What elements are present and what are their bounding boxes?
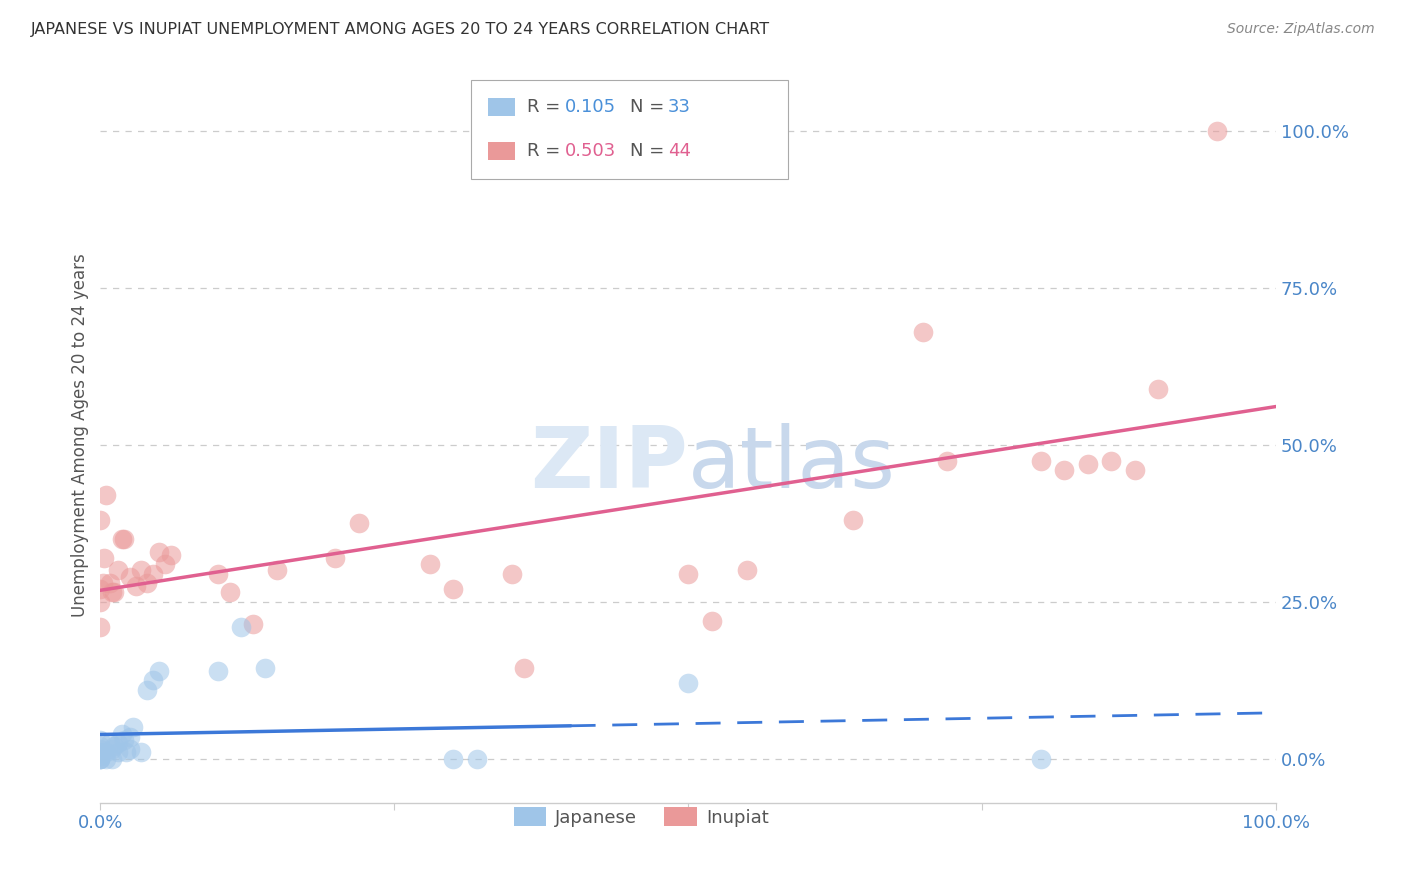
- Text: 44: 44: [668, 142, 690, 160]
- FancyBboxPatch shape: [488, 142, 515, 160]
- Point: [101, 752, 124, 766]
- Point: [735, 564, 758, 578]
- Point: [124, 579, 146, 593]
- Point: [112, 732, 135, 747]
- Point: [93, 550, 115, 565]
- Point: [935, 453, 957, 467]
- Point: [441, 582, 464, 597]
- Point: [441, 752, 464, 766]
- Point: [110, 726, 132, 740]
- Point: [107, 736, 129, 750]
- Point: [347, 516, 370, 531]
- Point: [101, 585, 124, 599]
- Text: 0.503: 0.503: [565, 142, 617, 160]
- Point: [512, 661, 534, 675]
- Point: [465, 752, 488, 766]
- Point: [96, 752, 118, 766]
- Text: atlas: atlas: [688, 424, 896, 507]
- Text: R =: R =: [526, 142, 565, 160]
- Point: [148, 544, 170, 558]
- FancyBboxPatch shape: [471, 79, 789, 178]
- Point: [131, 745, 153, 759]
- Point: [207, 664, 229, 678]
- Point: [98, 736, 121, 750]
- Point: [89, 732, 111, 747]
- Point: [266, 564, 288, 578]
- Point: [1029, 453, 1052, 467]
- Point: [1123, 463, 1146, 477]
- Text: ZIP: ZIP: [530, 424, 688, 507]
- Point: [1053, 463, 1076, 477]
- Point: [501, 566, 523, 581]
- Point: [107, 564, 129, 578]
- Point: [153, 557, 176, 571]
- Point: [118, 742, 141, 756]
- Text: N =: N =: [630, 142, 671, 160]
- Text: JAPANESE VS INUPIAT UNEMPLOYMENT AMONG AGES 20 TO 24 YEARS CORRELATION CHART: JAPANESE VS INUPIAT UNEMPLOYMENT AMONG A…: [31, 22, 770, 37]
- Point: [112, 532, 135, 546]
- Point: [148, 664, 170, 678]
- Point: [142, 566, 165, 581]
- Point: [96, 488, 118, 502]
- Point: [89, 513, 111, 527]
- Point: [107, 745, 129, 759]
- Point: [110, 532, 132, 546]
- Point: [1099, 453, 1122, 467]
- Point: [1029, 752, 1052, 766]
- Point: [160, 548, 183, 562]
- Text: R =: R =: [526, 98, 565, 116]
- Point: [1147, 382, 1170, 396]
- Point: [142, 673, 165, 688]
- Point: [1077, 457, 1099, 471]
- Legend: Japanese, Inupiat: Japanese, Inupiat: [506, 800, 776, 834]
- FancyBboxPatch shape: [488, 98, 515, 117]
- Point: [912, 325, 935, 339]
- Point: [676, 676, 699, 690]
- Point: [131, 564, 153, 578]
- Point: [89, 620, 111, 634]
- Point: [89, 748, 111, 763]
- Text: 0.105: 0.105: [565, 98, 616, 116]
- Point: [325, 550, 347, 565]
- Point: [122, 720, 145, 734]
- Y-axis label: Unemployment Among Ages 20 to 24 years: Unemployment Among Ages 20 to 24 years: [72, 253, 89, 617]
- Point: [89, 745, 111, 759]
- Point: [676, 566, 699, 581]
- Point: [231, 620, 253, 634]
- Text: N =: N =: [630, 98, 671, 116]
- Point: [103, 585, 125, 599]
- Point: [136, 576, 159, 591]
- Point: [118, 570, 141, 584]
- Point: [91, 576, 114, 591]
- Point: [136, 682, 159, 697]
- Point: [89, 582, 111, 597]
- Point: [118, 730, 141, 744]
- Point: [242, 616, 264, 631]
- Point: [89, 752, 111, 766]
- Point: [218, 585, 240, 599]
- Point: [89, 739, 111, 753]
- Point: [207, 566, 229, 581]
- Point: [253, 661, 276, 675]
- Point: [700, 614, 723, 628]
- Text: Source: ZipAtlas.com: Source: ZipAtlas.com: [1227, 22, 1375, 37]
- Point: [96, 745, 118, 759]
- Point: [89, 752, 111, 766]
- Point: [103, 739, 125, 753]
- Text: 33: 33: [668, 98, 690, 116]
- Point: [842, 513, 865, 527]
- Point: [115, 745, 138, 759]
- Point: [89, 752, 111, 766]
- Point: [89, 742, 111, 756]
- Point: [1206, 124, 1229, 138]
- Point: [418, 557, 440, 571]
- Point: [101, 742, 124, 756]
- Point: [98, 576, 121, 591]
- Point: [89, 595, 111, 609]
